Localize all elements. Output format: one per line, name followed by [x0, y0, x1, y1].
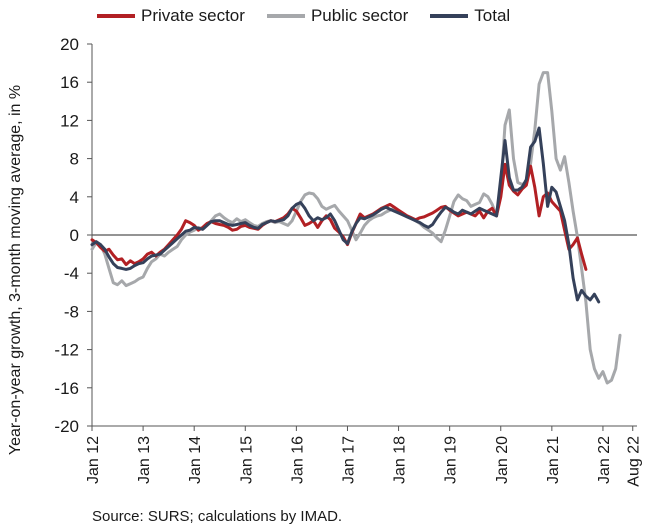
- y-tick-label: -4: [64, 264, 79, 283]
- x-tick-label: Jan 13: [136, 436, 153, 484]
- y-tick-label: 0: [70, 226, 79, 245]
- legend-label-public-sector: Public sector: [310, 6, 409, 25]
- x-tick-label: Jan 15: [238, 436, 255, 484]
- x-tick-label: Jan 21: [545, 436, 562, 484]
- x-tick-label: Jan 16: [289, 436, 306, 484]
- legend-item-private-sector: Private sector: [97, 6, 245, 26]
- x-tick-label: Jan 18: [392, 436, 409, 484]
- x-tick-label: Jan 22: [596, 436, 613, 484]
- legend-swatch-total: [430, 14, 469, 18]
- y-tick-label: 20: [60, 35, 79, 54]
- x-tick-label: Jan 20: [494, 436, 511, 484]
- x-tick-label: Jan 14: [187, 436, 204, 484]
- y-tick-label: 12: [60, 111, 79, 130]
- y-tick-label: 8: [70, 150, 79, 169]
- y-tick-label: -16: [54, 379, 79, 398]
- legend-label-total: Total: [474, 6, 511, 25]
- x-tick-label: Jan 19: [443, 436, 460, 484]
- x-tick-label: Jan 12: [85, 436, 102, 484]
- y-tick-label: -12: [54, 341, 79, 360]
- y-tick-label: 16: [60, 73, 79, 92]
- legend-item-total: Total: [430, 6, 510, 26]
- x-tick-label: Aug 22: [626, 436, 643, 487]
- y-tick-label: -20: [54, 417, 79, 436]
- series-line-total: [90, 126, 601, 304]
- legend-swatch-public-sector: [266, 14, 305, 18]
- chart-legend: Private sector Public sector Total: [97, 4, 532, 28]
- y-tick-label: -8: [64, 302, 79, 321]
- source-note: Source: SURS; calculations by IMAD.: [92, 508, 343, 525]
- legend-item-public-sector: Public sector: [266, 6, 409, 26]
- x-tick-label: Jan 17: [340, 436, 357, 484]
- y-tick-label: 4: [70, 188, 79, 207]
- legend-swatch-private-sector: [97, 14, 135, 18]
- legend-label-private-sector: Private sector: [141, 6, 245, 25]
- series-line-public-sector: [90, 71, 622, 385]
